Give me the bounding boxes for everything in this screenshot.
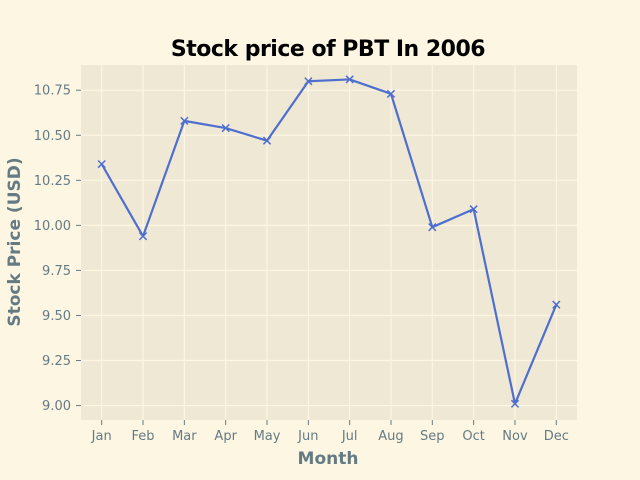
x-axis-label: Month: [298, 449, 359, 469]
x-tick-label: Aug: [378, 429, 403, 444]
data-point-marker: [97, 159, 106, 169]
data-point-marker: [428, 223, 437, 232]
plot-area: [81, 65, 577, 420]
marker-stroke: [552, 300, 561, 309]
marker-stroke: [262, 136, 272, 145]
x-tick-label: Nov: [502, 429, 528, 444]
x-tick-label: May: [254, 429, 281, 444]
y-tick-label: 10.25: [34, 174, 71, 189]
y-tick-label: 9.75: [42, 264, 71, 279]
series-line: [100, 78, 558, 405]
y-tick-label: 10.00: [34, 219, 71, 234]
marker-stroke: [180, 116, 189, 125]
x-tick-label: Jan: [91, 429, 112, 444]
chart-title: Stock price of PBT In 2006: [171, 37, 485, 62]
marker-stroke: [428, 223, 437, 232]
marker-layer: [97, 75, 561, 408]
marker-stroke: [510, 399, 520, 408]
x-tick-label: Apr: [214, 429, 237, 444]
x-tick-label: Oct: [462, 429, 484, 444]
y-axis-label: Stock Price (USD): [5, 157, 25, 326]
marker-stroke: [304, 77, 313, 86]
x-tick-label: Jun: [297, 429, 318, 444]
data-point-marker: [552, 300, 561, 309]
marker-stroke: [345, 75, 354, 84]
marker-stroke: [97, 159, 106, 169]
x-tick-label: Sep: [420, 429, 445, 444]
x-tick-label: Dec: [544, 429, 569, 444]
marker-stroke: [221, 123, 230, 133]
data-point-marker: [262, 136, 272, 145]
y-tick-label: 9.25: [42, 354, 71, 369]
x-tick-label: Feb: [132, 429, 155, 444]
y-tick-label: 10.75: [34, 84, 71, 99]
data-point-marker: [345, 75, 354, 84]
x-tick-label: Jul: [341, 429, 358, 444]
axis-ticks: 9.00 9.25 9.50 9.75 10.00 10.25 10.50 10.75 Jan F…: [34, 84, 569, 444]
series-layer: [100, 78, 558, 405]
data-point-marker: [386, 89, 396, 98]
y-tick-label: 10.50: [34, 129, 71, 144]
y-tick-label: 9.50: [42, 309, 71, 324]
marker-stroke: [469, 205, 478, 214]
data-point-marker: [304, 77, 313, 86]
marker-stroke: [386, 89, 396, 98]
data-point-marker: [221, 123, 230, 133]
data-point-marker: [138, 232, 148, 241]
x-tick-label: Mar: [172, 429, 197, 444]
data-point-marker: [510, 399, 520, 408]
data-point-marker: [180, 116, 189, 125]
data-point-marker: [469, 205, 478, 214]
marker-stroke: [138, 232, 148, 241]
y-tick-label: 9.00: [42, 399, 71, 414]
